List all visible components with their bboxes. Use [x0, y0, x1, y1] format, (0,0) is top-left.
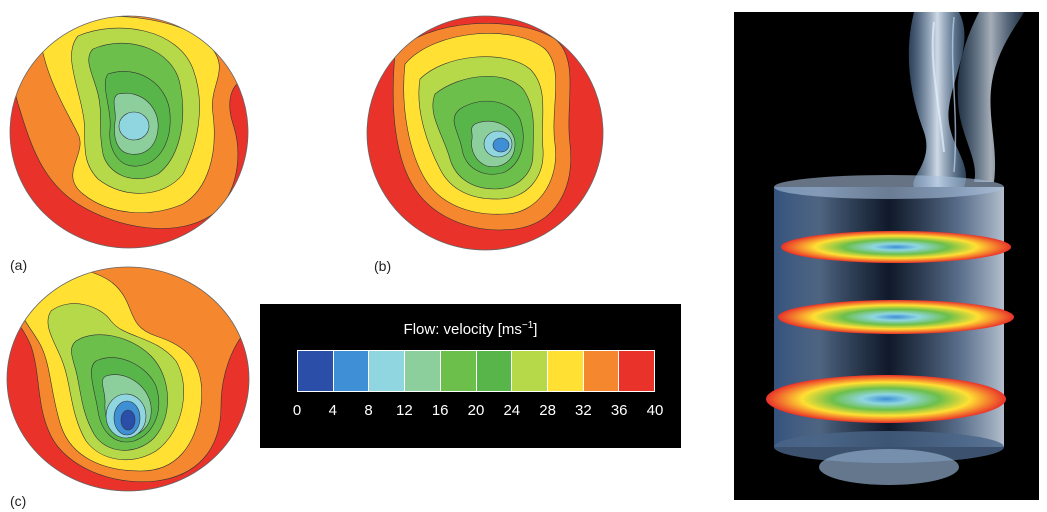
- legend-swatch: [440, 351, 477, 391]
- legend-tick-label: 12: [396, 402, 413, 419]
- legend-tick-label: 24: [503, 402, 521, 419]
- legend-swatch: [298, 351, 334, 391]
- legend-tick-label: 32: [575, 402, 592, 419]
- panel-label-a: (a): [10, 257, 28, 273]
- panel-label-b: (b): [374, 258, 392, 274]
- legend-title: Flow: velocity [ms−1]: [260, 320, 681, 338]
- legend-swatch: [512, 351, 548, 391]
- legend-swatch: [405, 351, 441, 391]
- legend-title-prefix: Flow: velocity [ms: [403, 321, 522, 338]
- cylinder-flow-render: [734, 12, 1039, 500]
- contour-plot-b: [366, 15, 604, 251]
- velocity-legend: Flow: velocity [ms−1] 0 4 8 12 16 20 24 28 32 36 4…: [260, 304, 681, 448]
- legend-tick-label: 0: [292, 402, 302, 419]
- legend-tick-label: 4: [328, 402, 337, 419]
- legend-title-exponent: −1: [521, 320, 534, 331]
- legend-tick-label: 20: [467, 402, 485, 419]
- legend-colorbar: [297, 350, 655, 392]
- legend-tick-label: 40: [646, 402, 664, 419]
- legend-tick-label: 16: [431, 402, 449, 419]
- legend-tick-label: 8: [364, 402, 373, 419]
- legend-tick-label: 28: [539, 402, 556, 419]
- legend-swatch: [369, 351, 406, 391]
- legend-swatch: [583, 351, 620, 391]
- legend-swatch: [476, 351, 513, 391]
- legend-swatch: [619, 351, 655, 391]
- panel-label-c: (c): [10, 493, 27, 509]
- contour-plot-c: [6, 266, 250, 492]
- legend-swatch: [333, 351, 370, 391]
- legend-title-suffix: ]: [533, 321, 538, 338]
- legend-swatch: [547, 351, 584, 391]
- contour-plot-a: [9, 15, 249, 249]
- legend-tick-label: 36: [610, 402, 628, 419]
